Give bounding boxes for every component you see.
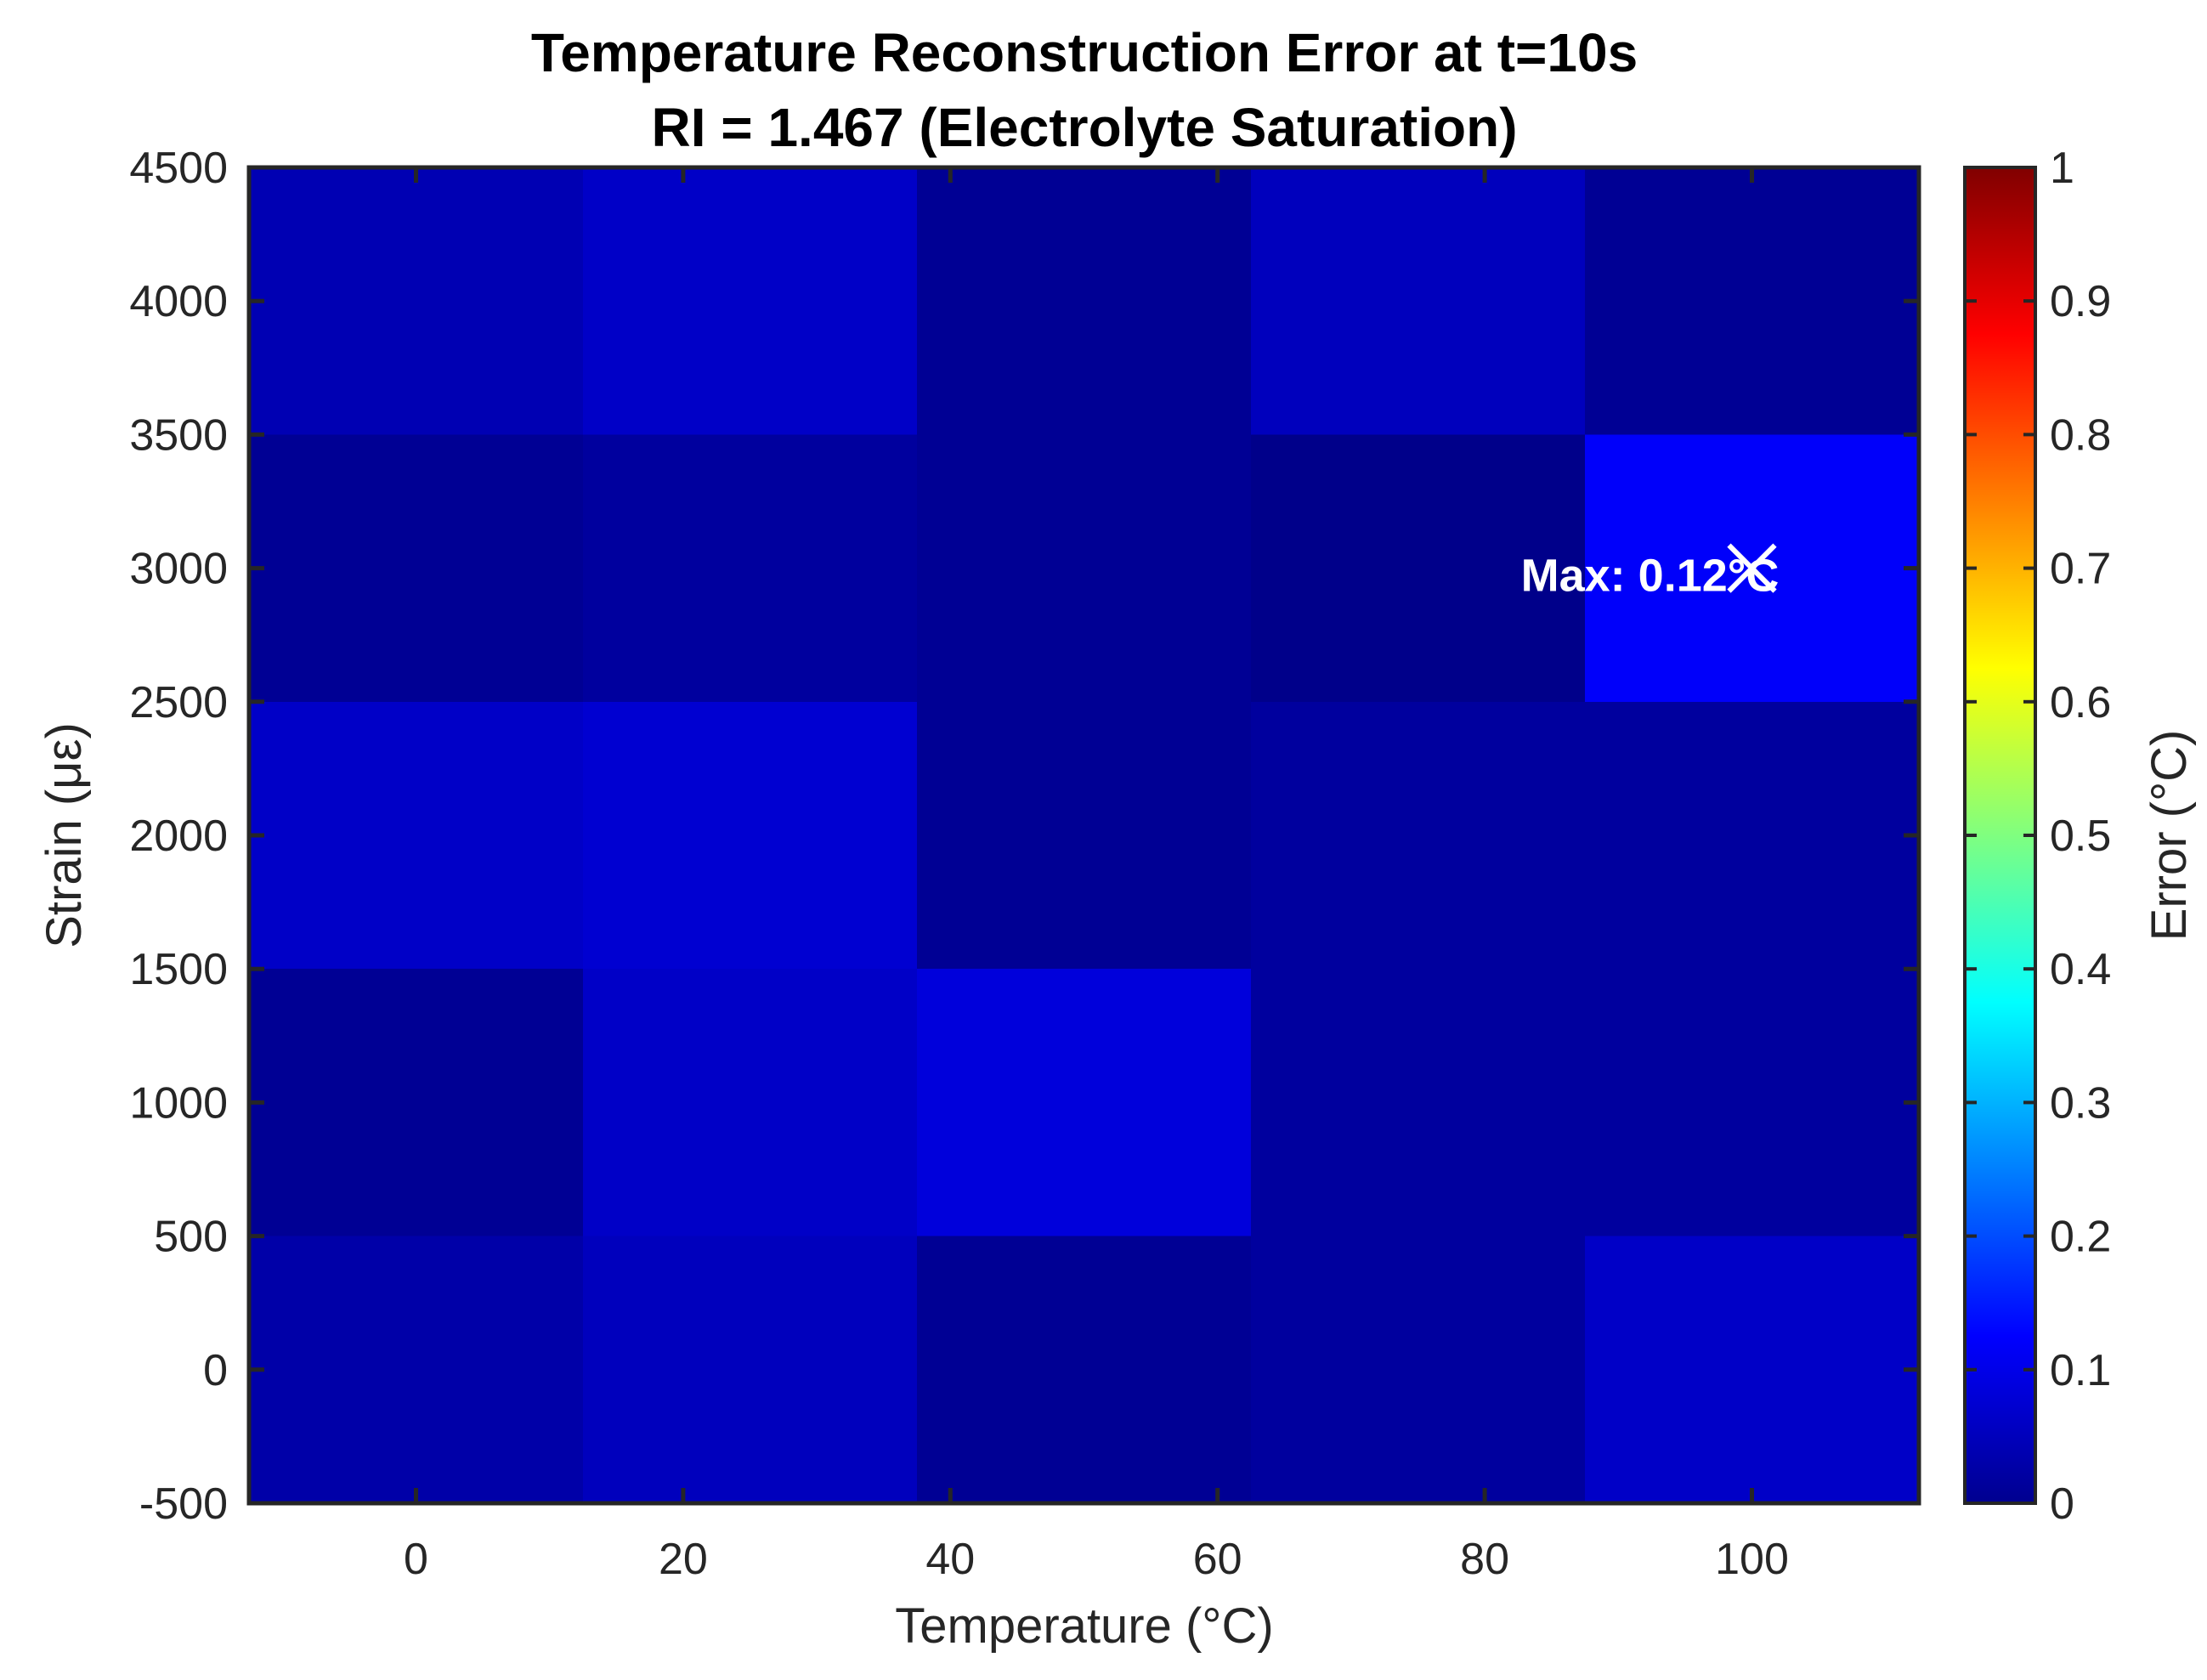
colorbar-tick-label: 0.1 <box>2050 1346 2111 1395</box>
x-tick-label: 80 <box>1460 1535 1509 1584</box>
heatmap-cell <box>917 969 1251 1236</box>
axis-ticks <box>249 165 1919 1506</box>
colorbar-tick-label: 0.7 <box>2050 545 2111 594</box>
colorbar-tick-label: 0.3 <box>2050 1078 2111 1128</box>
y-tick-label: 3500 <box>129 410 228 460</box>
y-axis-label: Strain (με) <box>37 722 92 948</box>
x-tick-label: 0 <box>404 1535 428 1584</box>
heatmap-cell <box>1585 969 1919 1236</box>
colorbar-ticks: 0 0.1 0.2 0.3 0.4 0.5 0.6 0.7 0.8 0.9 1 <box>1965 144 2111 1529</box>
y-tick-label: 3000 <box>129 545 228 594</box>
y-tick-label: 1500 <box>129 945 228 994</box>
heatmap-cell <box>249 701 583 970</box>
y-tick-label: 1000 <box>129 1078 228 1128</box>
heatmap-cell <box>1585 1236 1919 1503</box>
max-annotation: Max: 0.12°C <box>1521 543 1780 602</box>
y-tick-label: 4500 <box>129 144 228 193</box>
x-tick-labels: 0 20 40 60 80 100 <box>404 1535 1789 1584</box>
heatmap-cell <box>583 969 917 1236</box>
heatmap-cell <box>249 167 583 435</box>
y-tick-label: 2000 <box>129 812 228 861</box>
x-tick-label: 60 <box>1193 1535 1242 1584</box>
heatmap-cell <box>917 167 1251 435</box>
heatmap-cell <box>583 1236 917 1503</box>
heatmap-cell <box>1251 167 1585 435</box>
chart-title: Temperature Reconstruction Error at t=10… <box>531 22 1638 83</box>
heatmap-cell <box>917 434 1251 702</box>
colorbar-tick-label: 0.6 <box>2050 678 2111 727</box>
max-annotation-label: Max: 0.12°C <box>1521 551 1780 602</box>
heatmap-cell <box>1251 969 1585 1236</box>
y-tick-label: 4000 <box>129 277 228 326</box>
x-tick-label: 20 <box>659 1535 708 1584</box>
heatmap-cell <box>249 434 583 702</box>
colorbar-tick-label: 0.4 <box>2050 945 2111 994</box>
max-marker-x <box>1727 543 1777 593</box>
colorbar-label: Error (°C) <box>2142 730 2197 942</box>
heatmap-cell <box>1251 434 1585 702</box>
heatmap-cell <box>249 969 583 1236</box>
heatmap-cell <box>1585 167 1919 435</box>
chart-subtitle: RI = 1.467 (Electrolyte Saturation) <box>652 97 1518 158</box>
colorbar-tick-label: 0.8 <box>2050 410 2111 460</box>
heatmap-cell <box>1251 701 1585 970</box>
y-tick-label: 2500 <box>129 678 228 727</box>
heatmap-cell <box>1251 1236 1585 1503</box>
y-tick-label: -500 <box>139 1479 228 1529</box>
y-tick-labels: -500 0 500 1000 1500 2000 2500 3000 3500 4000 4500 <box>129 144 228 1529</box>
colorbar-tick-label: 0 <box>2050 1479 2074 1529</box>
colorbar-tick-label: 0.9 <box>2050 277 2111 326</box>
heatmap-cell <box>583 434 917 702</box>
colorbar-tick-label: 0.2 <box>2050 1213 2111 1262</box>
heatmap-cell <box>917 701 1251 970</box>
heatmap-cell <box>583 167 917 435</box>
x-axis-label: Temperature (°C) <box>895 1598 1273 1654</box>
y-tick-label: 500 <box>154 1213 228 1262</box>
colorbar-tick-label: 0.5 <box>2050 812 2111 861</box>
colorbar-tick-label: 1 <box>2050 144 2074 193</box>
heatmap-cell <box>1585 701 1919 970</box>
heatmap-cell <box>249 1236 583 1503</box>
y-tick-label: 0 <box>203 1346 228 1395</box>
heatmap-cell <box>917 1236 1251 1503</box>
heatmap-cell <box>583 701 917 970</box>
heatmap-cells <box>249 167 1919 1503</box>
x-tick-label: 40 <box>925 1535 975 1584</box>
x-tick-label: 100 <box>1715 1535 1789 1584</box>
